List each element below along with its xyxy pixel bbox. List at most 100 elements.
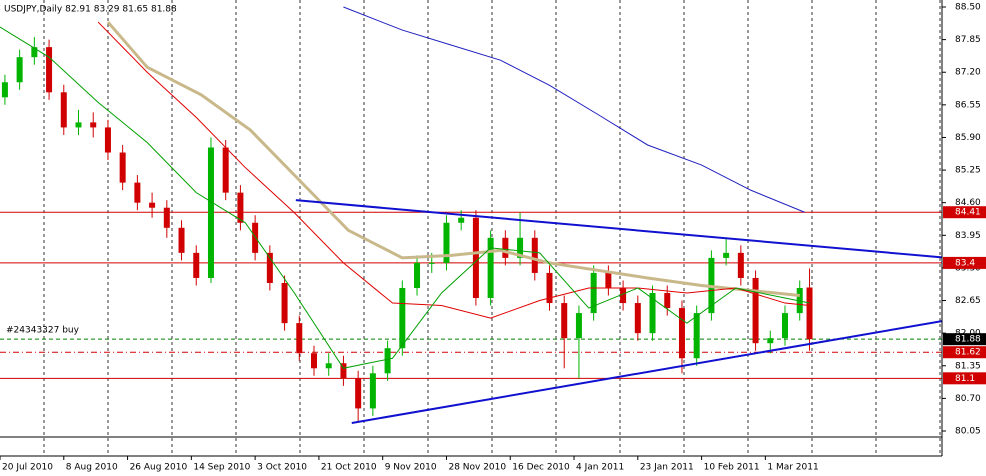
candle-body <box>723 252 730 258</box>
level-label-box <box>943 346 986 359</box>
candle-body <box>311 353 317 369</box>
y-tick-label: 87.20 <box>955 68 981 78</box>
trendline <box>295 199 942 259</box>
moving-average <box>106 21 800 298</box>
chart-title: USDJPY,Daily 82.91 83.29 81.65 81.88 <box>4 5 177 15</box>
order-annotation: #24343327 buy <box>6 326 80 336</box>
candle-body <box>178 227 185 253</box>
candle-body <box>75 122 82 128</box>
candle-body <box>546 272 553 304</box>
candle-body <box>163 207 170 228</box>
moving-average <box>0 26 810 369</box>
candle-body <box>620 287 627 304</box>
candle-body <box>46 47 53 93</box>
candle-body <box>149 202 156 208</box>
x-tick-label: 28 Nov 2010 <box>448 463 506 473</box>
level-label: 81.62 <box>955 348 981 358</box>
candle-body <box>782 313 788 339</box>
candle-body <box>634 303 641 334</box>
candle-body <box>561 303 568 339</box>
candle-body <box>384 348 391 374</box>
candle-body <box>281 282 288 324</box>
candle-body <box>693 313 700 359</box>
candle-body <box>296 323 303 354</box>
level-label: 81.88 <box>955 335 981 345</box>
y-tick-label: 81.35 <box>955 361 981 371</box>
plot-area <box>0 6 942 424</box>
candle-body <box>531 237 538 273</box>
moving-average <box>343 6 805 213</box>
candle-body <box>664 293 671 309</box>
y-tick-label: 85.25 <box>955 166 981 176</box>
level-label: 84.41 <box>955 208 981 218</box>
candle-body <box>678 308 685 359</box>
x-tick-label: 1 Mar 2011 <box>767 463 818 473</box>
level-label-box <box>943 372 986 385</box>
y-tick-label: 83.95 <box>955 231 981 241</box>
trendline <box>351 320 942 424</box>
level-label-box <box>943 206 986 219</box>
x-tick-label: 26 Aug 2010 <box>130 463 188 473</box>
candle-body <box>134 182 141 203</box>
level-label-box <box>943 256 986 269</box>
candle-body <box>16 57 23 83</box>
candle-body <box>605 272 612 288</box>
candle-body <box>487 237 494 299</box>
candle-body <box>414 262 421 288</box>
y-tick-label: 86.55 <box>955 100 981 110</box>
candle-body <box>369 373 376 409</box>
y-tick-label: 82.65 <box>955 296 981 306</box>
y-tick-label: 85.90 <box>955 133 981 143</box>
axis: 80.0580.7081.3582.0082.6583.3083.9584.60… <box>0 3 986 473</box>
candle-body <box>340 363 347 379</box>
candle-body <box>806 287 813 340</box>
x-tick-label: 4 Jan 2011 <box>576 463 624 473</box>
candle-body <box>517 237 524 258</box>
candle-body <box>31 47 38 58</box>
level-label: 81.1 <box>955 374 975 384</box>
level-label: 83.4 <box>955 258 975 268</box>
y-tick-label: 80.05 <box>955 427 981 437</box>
candle-body <box>119 152 126 183</box>
candle-body <box>443 222 450 263</box>
candle-body <box>458 217 465 223</box>
y-tick-label: 80.70 <box>955 394 981 404</box>
x-tick-label: 10 Feb 2011 <box>704 463 760 473</box>
y-tick-label: 88.50 <box>955 3 981 13</box>
x-tick-label: 23 Jan 2011 <box>640 463 694 473</box>
candle-body <box>237 192 244 223</box>
candle-body <box>399 287 406 349</box>
candle-body <box>590 272 597 314</box>
candle-body <box>752 277 759 344</box>
y-tick-label: 87.85 <box>955 35 981 45</box>
moving-average <box>97 21 810 319</box>
level-label-box <box>943 333 986 346</box>
candle-body <box>60 92 67 128</box>
candle-body <box>252 222 259 253</box>
candle-body <box>325 363 332 369</box>
candle-body <box>737 252 744 278</box>
candle-body <box>193 252 200 278</box>
x-tick-label: 16 Dec 2010 <box>512 463 570 473</box>
x-tick-label: 20 Jul 2010 <box>2 463 53 473</box>
candle-body <box>104 127 111 153</box>
candle-body <box>649 293 656 334</box>
candle-body <box>222 147 229 193</box>
candle-body <box>472 217 479 299</box>
grid <box>43 0 941 456</box>
candle-body <box>1 82 8 98</box>
candle-body <box>575 313 582 339</box>
x-tick-label: 21 Oct 2010 <box>321 463 377 473</box>
candle-body <box>428 262 435 264</box>
candle-body <box>90 122 97 128</box>
candle-body <box>207 147 214 278</box>
x-tick-label: 14 Sep 2010 <box>193 463 250 473</box>
candle-body <box>767 338 774 344</box>
candle-body <box>502 237 509 258</box>
candle-body <box>355 378 362 409</box>
y-tick-label: 84.60 <box>955 198 981 208</box>
x-tick-label: 3 Oct 2010 <box>257 463 307 473</box>
x-tick-label: 9 Nov 2010 <box>385 463 437 473</box>
candle-body <box>266 252 273 283</box>
